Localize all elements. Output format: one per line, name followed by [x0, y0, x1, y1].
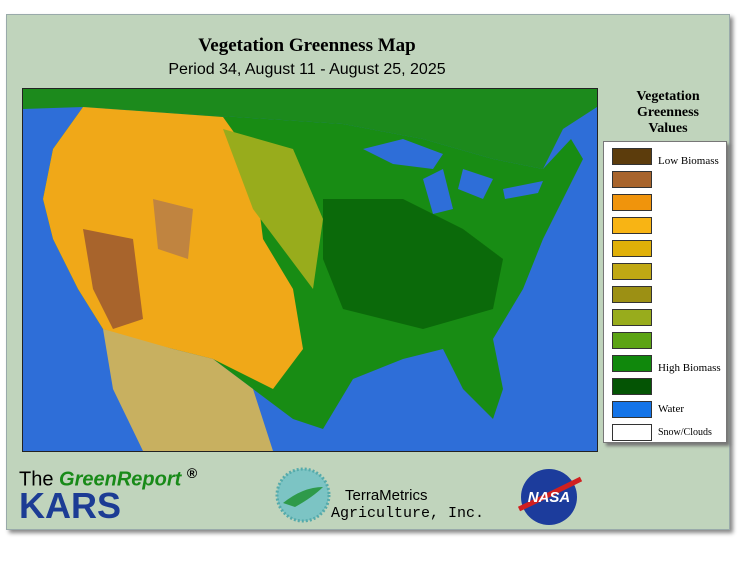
greenness-map: [22, 88, 598, 452]
legend-swatch: [612, 148, 652, 165]
kars: KARS: [19, 485, 122, 526]
panel: Vegetation Greenness Map Period 34, Augu…: [6, 14, 730, 530]
map-title: Vegetation Greenness Map: [198, 35, 416, 56]
canada: [23, 89, 597, 169]
legend-label: High Biomass: [658, 362, 721, 374]
legend-label: Snow/Clouds: [658, 427, 712, 438]
brand-name: GreenReport: [59, 468, 182, 491]
dense-green: [323, 199, 503, 329]
mexico: [103, 329, 273, 451]
great-lakes: [363, 139, 543, 214]
legend-swatch: [612, 424, 652, 441]
brand-the: The: [19, 468, 54, 491]
legend-swatch: [612, 217, 652, 234]
desert: [83, 229, 143, 329]
brand-reg: ®: [186, 465, 198, 481]
legend-swatch: [612, 263, 652, 280]
nasa-logo: NASA: [517, 469, 583, 525]
legend: Low Biomass High Biomass Water Snow/Clouds: [603, 141, 727, 443]
legend-swatch: [612, 309, 652, 326]
legend-label: Water: [658, 403, 684, 415]
partner-line1: TerraMetrics: [345, 487, 428, 504]
legend-swatch: [612, 240, 652, 257]
map-subtitle: Period 34, August 11 - August 25, 2025: [168, 61, 446, 78]
plains: [223, 129, 323, 289]
legend-title-line: Vegetation: [636, 89, 700, 104]
partner-line2: Agriculture, Inc.: [331, 505, 485, 522]
brand: The GreenReport ®: [19, 465, 197, 492]
legend-swatch: [612, 401, 652, 418]
legend-swatch: [612, 286, 652, 303]
legend-title-line: Greenness: [637, 105, 699, 120]
nasa-text: NASA: [528, 489, 571, 506]
legend-title: Vegetation Greenness Values: [603, 89, 733, 137]
legend-label: Low Biomass: [658, 155, 719, 167]
legend-swatch: [612, 332, 652, 349]
basin: [153, 199, 193, 259]
legend-swatch: [612, 355, 652, 372]
terrametrics-logo: [275, 467, 331, 523]
legend-swatch: [612, 378, 652, 395]
legend-title-line: Values: [648, 121, 688, 136]
legend-swatch: [612, 194, 652, 211]
legend-swatch: [612, 171, 652, 188]
